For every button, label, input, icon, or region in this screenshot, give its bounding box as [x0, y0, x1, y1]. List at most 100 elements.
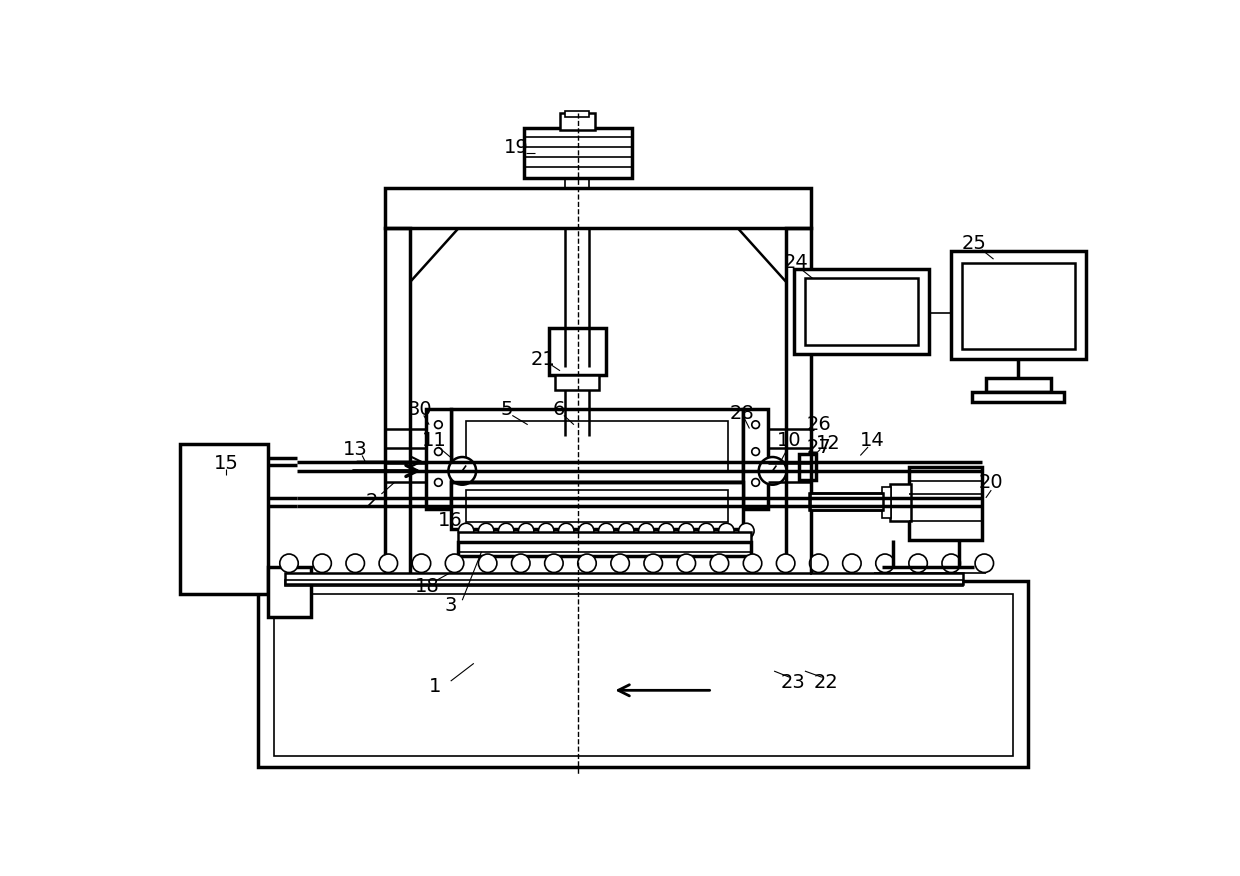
Text: 14: 14 — [861, 431, 885, 449]
Text: 6: 6 — [552, 399, 564, 419]
Circle shape — [434, 420, 443, 428]
Circle shape — [459, 523, 474, 539]
Bar — [563, 433, 591, 442]
Circle shape — [412, 554, 430, 573]
Bar — [466, 490, 728, 522]
Bar — [564, 111, 589, 117]
Text: 21: 21 — [531, 350, 556, 369]
Bar — [285, 580, 962, 586]
Bar — [805, 279, 918, 344]
Text: 19: 19 — [503, 138, 528, 157]
Circle shape — [544, 554, 563, 573]
Bar — [268, 567, 310, 618]
Circle shape — [759, 457, 786, 484]
Text: 30: 30 — [408, 399, 433, 419]
Bar — [180, 444, 268, 594]
Circle shape — [512, 554, 529, 573]
Circle shape — [658, 523, 675, 539]
Bar — [743, 409, 768, 509]
Text: 13: 13 — [342, 440, 367, 459]
Text: 5: 5 — [501, 399, 513, 419]
Bar — [459, 541, 751, 555]
Circle shape — [538, 523, 554, 539]
Bar — [450, 409, 743, 483]
Bar — [443, 454, 460, 480]
Circle shape — [445, 554, 464, 573]
Bar — [889, 484, 911, 521]
Text: 2: 2 — [366, 492, 378, 512]
Bar — [786, 229, 811, 575]
Bar — [386, 229, 410, 575]
Circle shape — [572, 433, 583, 444]
Circle shape — [751, 420, 759, 428]
Bar — [560, 113, 595, 130]
Text: 16: 16 — [438, 512, 463, 531]
Bar — [386, 188, 811, 229]
Circle shape — [599, 523, 614, 539]
Circle shape — [434, 448, 443, 456]
Bar — [882, 487, 892, 518]
Text: 3: 3 — [444, 597, 456, 615]
Bar — [951, 251, 1086, 359]
Bar — [523, 128, 631, 179]
Circle shape — [479, 523, 494, 539]
Text: 12: 12 — [816, 434, 841, 454]
Text: 23: 23 — [781, 673, 806, 692]
Circle shape — [644, 554, 662, 573]
Text: 24: 24 — [784, 253, 808, 272]
Circle shape — [711, 554, 729, 573]
Circle shape — [776, 554, 795, 573]
Circle shape — [909, 554, 928, 573]
Circle shape — [678, 523, 694, 539]
Bar — [909, 467, 982, 540]
Bar — [459, 533, 751, 541]
Circle shape — [719, 523, 734, 539]
Circle shape — [558, 523, 574, 539]
Text: 15: 15 — [213, 454, 238, 473]
Bar — [274, 594, 1013, 756]
Circle shape — [843, 554, 861, 573]
Circle shape — [449, 457, 476, 484]
Circle shape — [611, 554, 630, 573]
Circle shape — [639, 523, 653, 539]
Circle shape — [579, 523, 594, 539]
Circle shape — [280, 554, 299, 573]
Circle shape — [312, 554, 331, 573]
Bar — [972, 392, 1064, 402]
Circle shape — [578, 554, 596, 573]
Text: 22: 22 — [815, 673, 838, 692]
Circle shape — [498, 523, 513, 539]
Circle shape — [434, 478, 443, 486]
Text: 1: 1 — [429, 677, 441, 696]
Bar — [427, 409, 450, 509]
Circle shape — [810, 554, 828, 573]
Bar — [808, 493, 883, 510]
Circle shape — [518, 523, 534, 539]
Bar — [466, 420, 728, 471]
Circle shape — [739, 523, 754, 539]
Bar — [450, 483, 743, 528]
Text: 18: 18 — [415, 577, 440, 596]
Text: 25: 25 — [962, 234, 987, 253]
Circle shape — [619, 523, 634, 539]
Bar — [549, 328, 606, 375]
Bar — [258, 581, 1028, 767]
Text: 11: 11 — [422, 431, 446, 449]
Text: 20: 20 — [978, 473, 1003, 492]
Circle shape — [751, 448, 759, 456]
Circle shape — [743, 554, 761, 573]
Circle shape — [975, 554, 993, 573]
Text: 10: 10 — [777, 431, 802, 449]
Circle shape — [942, 554, 961, 573]
Bar — [962, 263, 1075, 350]
Circle shape — [698, 523, 714, 539]
Text: 27: 27 — [806, 438, 831, 457]
Circle shape — [379, 554, 398, 573]
Circle shape — [479, 554, 497, 573]
Bar — [285, 573, 962, 584]
Circle shape — [346, 554, 365, 573]
Bar — [986, 378, 1050, 392]
Text: 28: 28 — [729, 404, 754, 422]
Bar — [794, 269, 929, 354]
Bar — [799, 454, 816, 480]
